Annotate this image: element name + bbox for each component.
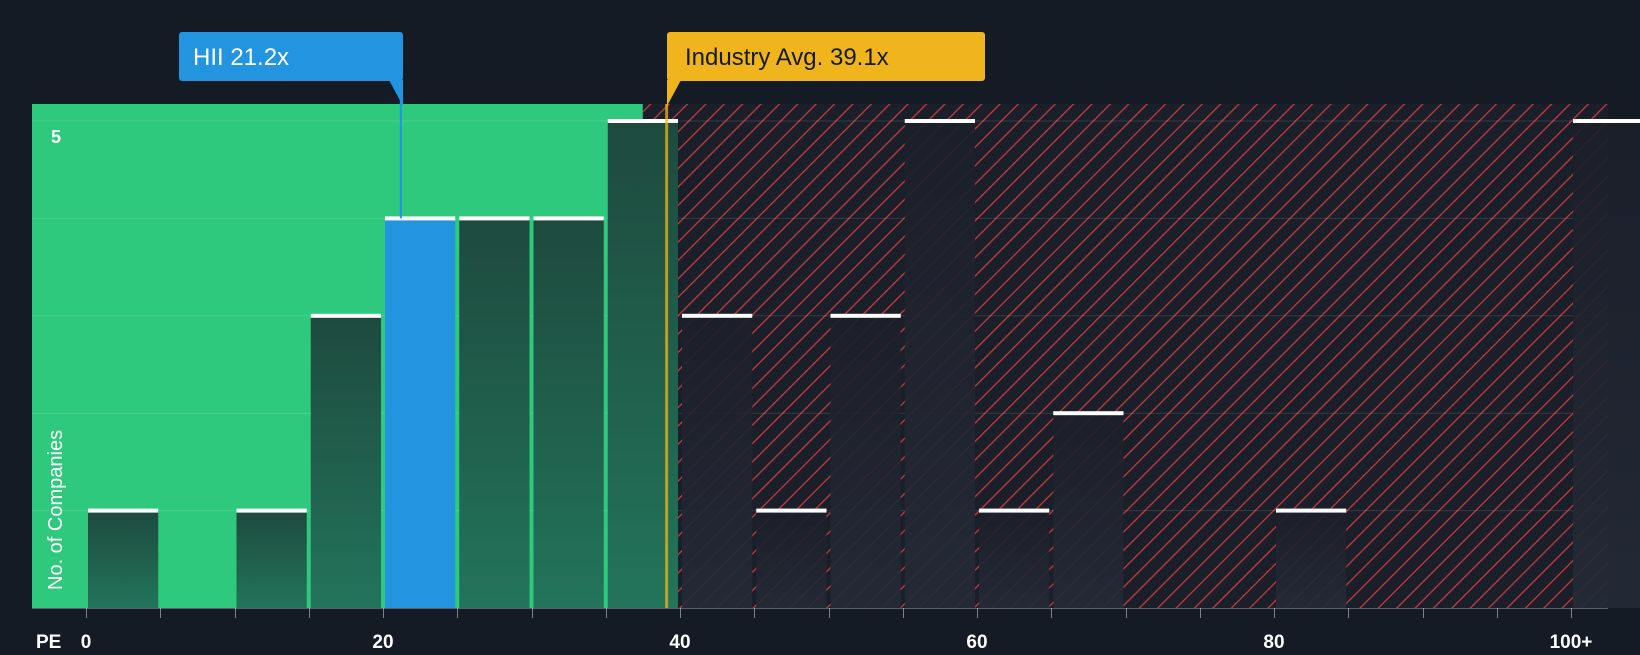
company-label: HII 21.2x: [193, 44, 289, 71]
histogram-bar: [1053, 413, 1124, 608]
y-tick-label: 5: [51, 127, 61, 147]
company-bar: [385, 218, 456, 608]
industry-avg-label: Industry Avg. 39.1x: [685, 44, 889, 71]
bar-cap: [830, 313, 901, 318]
bar-cap: [236, 508, 307, 513]
bar-cap: [1053, 411, 1124, 416]
histogram-bar: [682, 315, 753, 608]
histogram-bar: [979, 510, 1050, 608]
histogram-bar: [236, 510, 307, 608]
bar-cap: [385, 216, 456, 221]
histogram-bar: [1573, 121, 1640, 608]
industry-avg-callout: [667, 32, 985, 81]
x-tick-label: 0: [81, 632, 92, 650]
bar-cap: [904, 119, 975, 123]
company-callout: [179, 32, 403, 81]
histogram-bar: [1276, 510, 1347, 608]
bar-cap: [756, 508, 827, 513]
histogram-bar: [756, 510, 827, 608]
x-tick-label: 100+: [1550, 632, 1593, 650]
histogram-bar: [904, 121, 975, 608]
x-tick-label: 20: [372, 632, 393, 650]
bar-cap: [310, 313, 381, 318]
histogram-bar: [459, 218, 530, 608]
bar-cap: [1573, 119, 1640, 123]
industry-avg-line: [665, 104, 669, 608]
bar-cap: [1276, 508, 1347, 513]
bar-cap: [533, 216, 604, 221]
histogram-bar: [533, 218, 604, 608]
x-tick-label: 60: [966, 632, 987, 650]
histogram-bar: [310, 315, 381, 608]
bar-cap: [682, 313, 753, 318]
y-axis-label: No. of Companies: [45, 430, 67, 590]
bar-cap: [459, 216, 530, 221]
bar-cap: [88, 508, 159, 513]
company-callout-pointer: [389, 80, 403, 106]
x-axis-label: PE: [36, 632, 61, 650]
histogram-bar: [830, 315, 901, 608]
industry-callout-pointer: [667, 80, 681, 106]
x-tick-label: 80: [1263, 632, 1284, 650]
x-tick-label: 40: [669, 632, 690, 650]
histogram-bar: [88, 510, 159, 608]
bar-cap: [979, 508, 1050, 513]
bar-cap: [607, 119, 678, 123]
